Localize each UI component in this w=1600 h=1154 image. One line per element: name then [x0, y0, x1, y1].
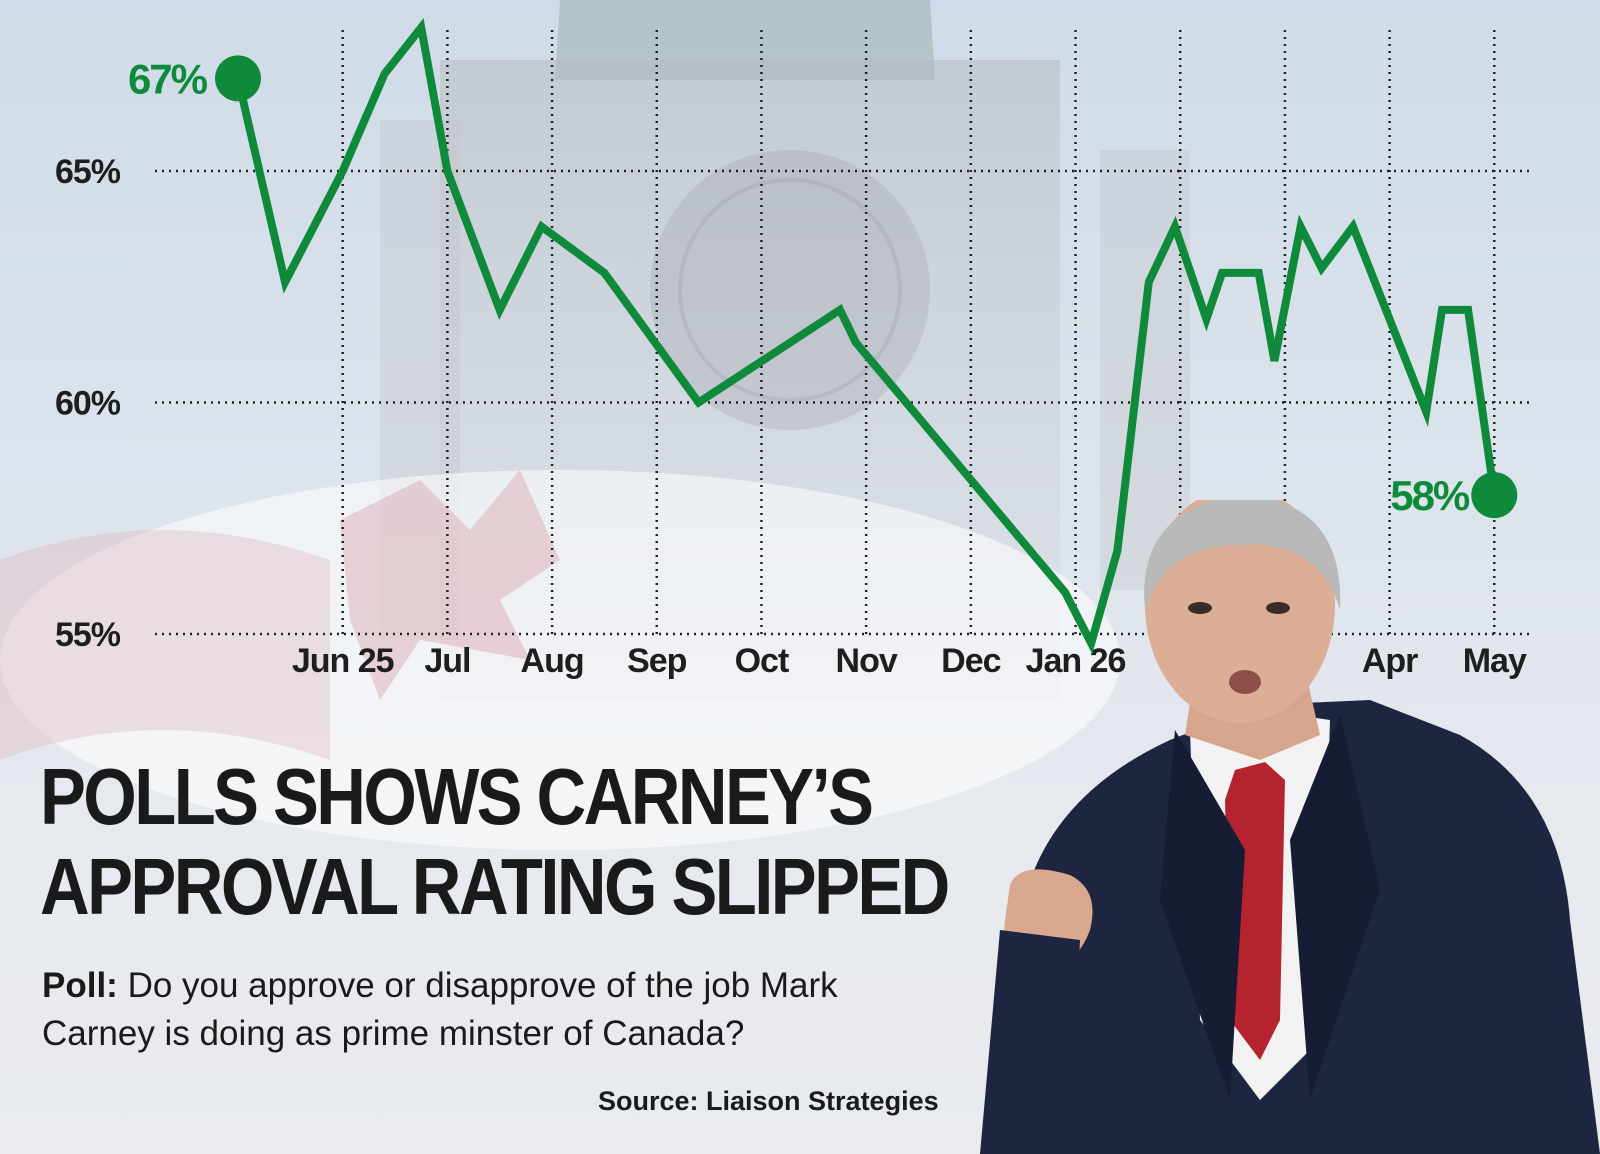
x-tick-label: Apr: [1362, 642, 1418, 680]
prime-minister-photo: [980, 500, 1600, 1154]
end-value-label: 58%: [1390, 472, 1470, 519]
end-point-marker: [1471, 472, 1518, 519]
y-tick-label: 55%: [55, 616, 121, 654]
x-tick-label: Aug: [521, 642, 584, 680]
start-value-label: 67%: [128, 55, 208, 102]
source-credit: Source: Liaison Strategies: [598, 1086, 939, 1116]
poll-question-text: Do you approve or disapprove of the job …: [42, 966, 838, 1053]
x-tick-label: Oct: [735, 642, 789, 680]
headline-line-2: APPROVAL RATING SLIPPED: [40, 842, 950, 931]
headline: POLLS SHOWS CARNEY’S APPROVAL RATING SLI…: [40, 752, 950, 932]
y-tick-label: 60%: [55, 385, 121, 423]
x-tick-label: Jun 25: [292, 642, 394, 680]
start-point-marker: [215, 55, 261, 102]
x-tick-label: Dec: [941, 642, 1000, 680]
poll-lead-label: Poll:: [42, 966, 118, 1005]
x-tick-label: Sep: [627, 642, 687, 680]
approval-series-line: [234, 18, 1499, 655]
poll-question: Poll: Do you approve or disapprove of th…: [42, 962, 942, 1058]
headline-line-1: POLLS SHOWS CARNEY’S: [40, 752, 874, 841]
x-tick-label: Jan 26: [1026, 642, 1126, 680]
x-tick-label: Jul: [424, 642, 470, 680]
x-tick-label: May: [1463, 642, 1527, 680]
x-tick-label: Nov: [836, 642, 898, 680]
y-tick-label: 65%: [55, 153, 121, 191]
